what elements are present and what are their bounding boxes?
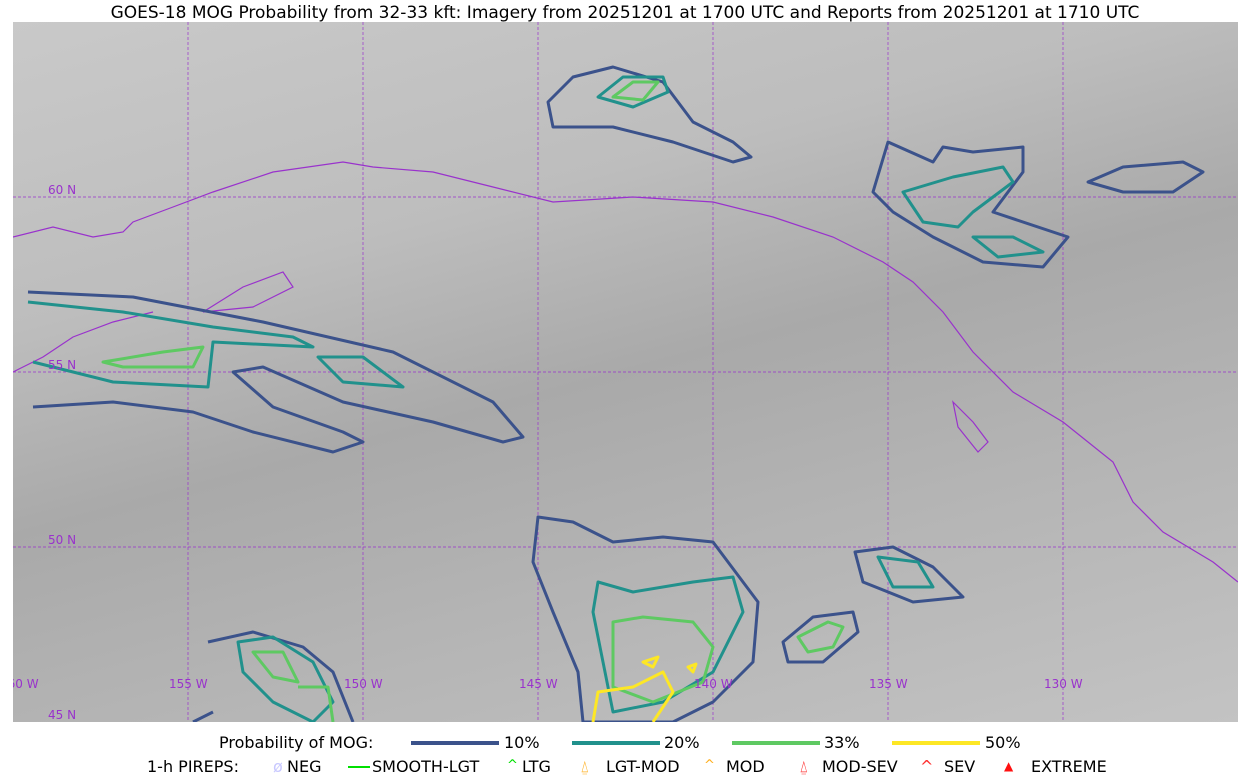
contour-20 — [876, 555, 935, 589]
pirep-smooth-lgt-label: SMOOTH-LGT — [372, 757, 480, 776]
contour-10 — [192, 630, 355, 722]
lat-label: 55 N — [48, 358, 77, 372]
pirep-lgt-mod-label: LGT-MOD — [606, 757, 680, 776]
contour-10 — [871, 140, 1070, 269]
caret-icon: ^ — [507, 758, 518, 773]
line-icon — [348, 766, 370, 768]
lat-label: 45 N — [48, 708, 77, 722]
map-title: GOES-18 MOG Probability from 32-33 kft: … — [110, 3, 1140, 23]
contour-10 — [546, 65, 753, 164]
contour-50 — [591, 655, 698, 722]
coastline-kodiak — [202, 271, 294, 313]
pirep-neg-label: NEG — [287, 757, 322, 776]
pirep-sev-label: SEV — [944, 757, 976, 776]
swatch-10 — [411, 741, 499, 745]
double-caret-bar-icon: ⍙ — [799, 757, 809, 776]
contour-33 — [796, 620, 845, 654]
coastline-alaska — [13, 161, 1238, 583]
contour-20 — [596, 75, 670, 109]
contour-33 — [251, 650, 335, 722]
contour-20 — [901, 165, 1045, 259]
coastline-haida-gwaii — [952, 400, 989, 453]
caret-bar-icon: ⍙ — [580, 757, 590, 776]
satellite-map: 60 N 55 N 50 N 45 N 160 W 155 W 150 W 14… — [13, 22, 1238, 722]
lon-label: 145 W — [519, 677, 558, 691]
lon-label: 140 W — [694, 677, 733, 691]
swatch-33 — [732, 741, 820, 745]
contour-20 — [236, 635, 335, 722]
lon-label: 160 W — [13, 677, 39, 691]
lat-label: 60 N — [48, 183, 77, 197]
lon-label: 130 W — [1044, 677, 1083, 691]
contour-10 — [1086, 160, 1205, 194]
lat-label: 50 N — [48, 533, 77, 547]
lon-label: 135 W — [869, 677, 908, 691]
swatch-20 — [572, 741, 660, 745]
probability-legend-label: Probability of MOG: — [219, 733, 374, 752]
swatch-50 — [892, 741, 980, 745]
contour-20 — [316, 355, 405, 389]
graticule — [13, 22, 1238, 722]
neg-circle-icon: ø — [273, 757, 283, 776]
lon-label: 155 W — [169, 677, 208, 691]
pirep-mod-label: MOD — [726, 757, 765, 776]
contour-10 — [27, 290, 525, 454]
filled-triangle-icon: ▲ — [1004, 759, 1014, 773]
contour-10 — [531, 515, 760, 722]
contour-10 — [781, 610, 860, 664]
contour-33 — [101, 345, 205, 369]
pirep-extreme-label: EXTREME — [1031, 757, 1107, 776]
legend-10-label: 10% — [504, 733, 540, 752]
pirep-mod-sev-label: MOD-SEV — [822, 757, 898, 776]
legend-50-label: 50% — [985, 733, 1021, 752]
pireps-legend-label: 1-h PIREPS: — [147, 757, 239, 776]
pirep-ltg-label: LTG — [522, 757, 551, 776]
contour-33 — [611, 80, 660, 102]
double-caret-icon: ^ — [920, 757, 934, 776]
legend-20-label: 20% — [664, 733, 700, 752]
contour-10 — [853, 545, 965, 604]
caret-icon: ^ — [704, 758, 715, 773]
lon-label: 150 W — [344, 677, 383, 691]
contour-20 — [27, 300, 315, 389]
map-overlay — [13, 22, 1238, 722]
contour-20 — [591, 575, 745, 714]
mog-contours — [27, 65, 1205, 722]
legend-33-label: 33% — [824, 733, 860, 752]
